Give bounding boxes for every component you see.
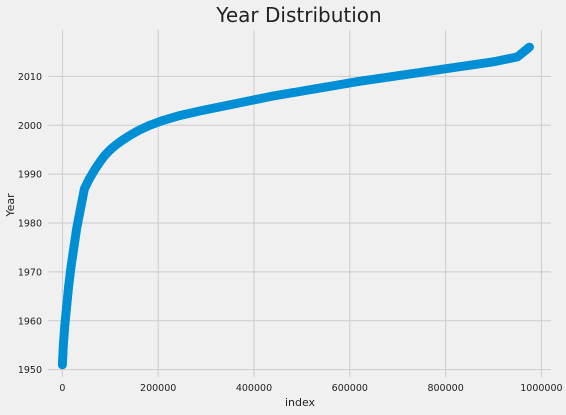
data-point	[524, 42, 534, 52]
y-tick-label: 1950	[18, 365, 42, 376]
x-tick-label: 400000	[236, 383, 272, 394]
y-tick-label: 1990	[18, 170, 42, 181]
y-tick-label: 1960	[18, 316, 42, 327]
y-tick-label: 2000	[18, 121, 42, 132]
y-axis-label: Year	[4, 193, 17, 218]
x-axis-ticks: 0 200000 400000 600000 800000 1000000	[59, 383, 562, 394]
x-tick-label: 800000	[427, 383, 463, 394]
x-tick-label: 1000000	[520, 383, 562, 394]
x-tick-label: 200000	[140, 383, 176, 394]
x-axis-label: index	[285, 396, 316, 409]
x-tick-label: 600000	[332, 383, 368, 394]
y-tick-label: 1980	[18, 219, 42, 230]
y-axis-ticks: 1950 1960 1970 1980 1990 2000 2010	[18, 72, 42, 376]
x-tick-label: 0	[59, 383, 65, 394]
grid	[48, 30, 551, 377]
y-tick-label: 1970	[18, 267, 42, 278]
y-tick-label: 2010	[18, 72, 42, 83]
scatter-points	[57, 42, 534, 370]
chart-title: Year Distribution	[215, 3, 381, 27]
